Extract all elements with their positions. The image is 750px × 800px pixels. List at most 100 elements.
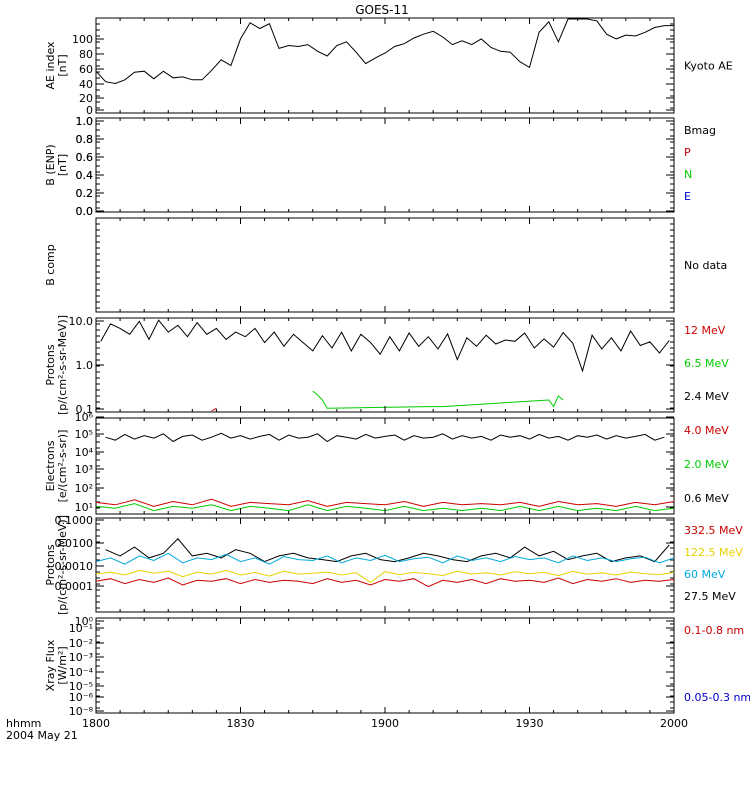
legend-item: 0.05-0.3 nm bbox=[684, 691, 750, 704]
y-tick-label: 1.0 bbox=[76, 359, 94, 372]
series-line bbox=[95, 18, 674, 85]
legend-item: Kyoto AE bbox=[684, 60, 733, 73]
y-axis-label: AE index bbox=[44, 41, 57, 90]
legend-item: 2.0 MeV bbox=[684, 458, 729, 471]
panel-5: 10¹ 10² 10³ 10⁴ 10⁵ 10⁶ Electrons [e/(cm²-s-sr)… bbox=[44, 411, 729, 515]
y-tick-label: 0.2 bbox=[76, 187, 94, 200]
y-tick-label: 0.6 bbox=[76, 151, 94, 164]
y-tick-label: 0.6 bbox=[76, 151, 94, 164]
date-label: 2004 May 21 bbox=[6, 729, 78, 742]
y-axis-unit: [nT] bbox=[56, 54, 69, 76]
y-axis-label: B comp bbox=[44, 244, 57, 286]
y-tick-label: 10⁻⁸ bbox=[69, 705, 94, 718]
legend-item: 12 MeV bbox=[684, 324, 726, 337]
y-tick-label: 20 bbox=[79, 92, 93, 105]
y-tick-label: 10² bbox=[75, 482, 93, 495]
legend-item: E bbox=[684, 190, 691, 203]
panel-frame bbox=[95, 117, 675, 213]
y-tick-label: 10¹ bbox=[75, 501, 93, 514]
y-tick-label: 0.4 bbox=[76, 169, 94, 182]
panel-frame bbox=[95, 317, 675, 413]
legend-item: Bmag bbox=[684, 124, 716, 137]
y-tick-label: 0.1000 bbox=[55, 514, 94, 527]
panel-frame bbox=[95, 417, 675, 515]
y-tick-label: 0 bbox=[86, 104, 93, 117]
y-tick-label: 60 bbox=[79, 63, 93, 76]
y-tick-label: 10⁻¹ bbox=[69, 622, 93, 635]
y-tick-label: 1.0 bbox=[76, 115, 94, 128]
panel-2: 0.0 0.2 0.4 0.6 0.8 1.0 B (ENP) [nT] Bmag PNE bbox=[44, 115, 716, 218]
x-tick-label: 1830 bbox=[227, 717, 255, 730]
legend-item: 4.0 MeV bbox=[684, 424, 729, 437]
y-tick-label: 0.1 bbox=[76, 403, 94, 416]
series-line bbox=[312, 390, 564, 409]
legend-item: 60 MeV bbox=[684, 568, 726, 581]
series-line bbox=[95, 569, 675, 584]
y-axis-unit: [p/(cm²-s-sr-MeV)] bbox=[56, 515, 69, 615]
y-tick-label: 10⁵ bbox=[75, 428, 93, 441]
y-tick-label: 0.0 bbox=[76, 205, 94, 218]
panel-3: 0.0 0.2 0.4 0.6 0.8 1.0 B comp No data bbox=[44, 115, 727, 313]
y-axis-unit: [nT] bbox=[56, 154, 69, 176]
y-tick-label: 0.4 bbox=[76, 169, 94, 182]
y-axis-unit: [W/m²] bbox=[56, 646, 69, 684]
series-line bbox=[95, 498, 675, 507]
y-tick-label: 10⁶ bbox=[75, 411, 94, 424]
y-tick-label: 10⁻⁵ bbox=[69, 680, 93, 693]
y-tick-label: 100 bbox=[72, 33, 93, 46]
panel-4: 0.1 1.0 10.0 Protons [p/(cm²-s-sr-MeV)] 12 Me… bbox=[44, 315, 729, 416]
y-tick-label: 10⁻³ bbox=[69, 651, 93, 664]
y-axis-label: Protons bbox=[44, 544, 57, 585]
y-axis-label: B (ENP) bbox=[44, 144, 57, 185]
y-tick-label: 10⁰ bbox=[75, 615, 94, 628]
y-tick-label: 0.0100 bbox=[55, 537, 94, 550]
legend-item: 0.6 MeV bbox=[684, 492, 729, 505]
y-tick-label: 10³ bbox=[75, 463, 93, 476]
legend-item: P bbox=[684, 146, 691, 159]
y-tick-label: 10⁻² bbox=[69, 637, 93, 650]
x-tick-label: 1800 bbox=[82, 717, 110, 730]
legend-item: 0.1-0.8 nm bbox=[684, 624, 744, 637]
legend-item: 332.5 MeV bbox=[684, 524, 743, 537]
y-tick-label: 10⁴ bbox=[75, 446, 94, 459]
y-axis-label: Electrons bbox=[44, 440, 57, 491]
y-tick-label: 0.0 bbox=[76, 205, 94, 218]
y-axis-label: Xray Flux bbox=[44, 639, 57, 691]
plot-title: GOES-11 bbox=[355, 3, 409, 17]
legend-item: No data bbox=[684, 259, 727, 272]
legend-item: 6.5 MeV bbox=[684, 357, 729, 370]
panel-frame bbox=[95, 17, 675, 114]
x-axis-time-ticks: 1800 1830 1900 1930 2000 bbox=[82, 717, 688, 730]
series-line bbox=[211, 407, 217, 412]
panel-frame bbox=[95, 617, 675, 714]
series-line bbox=[95, 577, 675, 588]
legend-item: 2.4 MeV bbox=[684, 390, 729, 403]
legend-item: 27.5 MeV bbox=[684, 590, 736, 603]
x-tick-label: 1900 bbox=[371, 717, 399, 730]
panel-frame bbox=[95, 517, 675, 613]
x-tick-label: 2000 bbox=[660, 717, 688, 730]
y-axis-unit: [e/(cm²-s-sr)] bbox=[56, 430, 69, 503]
panel-frame bbox=[95, 217, 675, 313]
y-tick-label: 0.8 bbox=[76, 133, 94, 146]
x-tick-label: 1930 bbox=[516, 717, 544, 730]
y-tick-label: 0.2 bbox=[76, 187, 94, 200]
y-tick-label: 10.0 bbox=[69, 315, 94, 328]
legend-item: 122.5 MeV bbox=[684, 546, 743, 559]
y-tick-label: 80 bbox=[79, 48, 93, 61]
y-tick-label: 10⁻⁴ bbox=[69, 666, 94, 679]
legend-item: N bbox=[684, 168, 692, 181]
y-tick-label: 40 bbox=[79, 78, 93, 91]
y-tick-label: 0.0010 bbox=[55, 560, 94, 573]
series-line bbox=[105, 538, 670, 563]
time-axis-label: hhmm bbox=[6, 717, 41, 730]
y-tick-label: 1.0 bbox=[76, 115, 94, 128]
y-tick-label: 0.8 bbox=[76, 133, 94, 146]
y-axis-label: Protons bbox=[44, 344, 57, 385]
series-line bbox=[100, 319, 670, 373]
series-line bbox=[95, 552, 675, 565]
